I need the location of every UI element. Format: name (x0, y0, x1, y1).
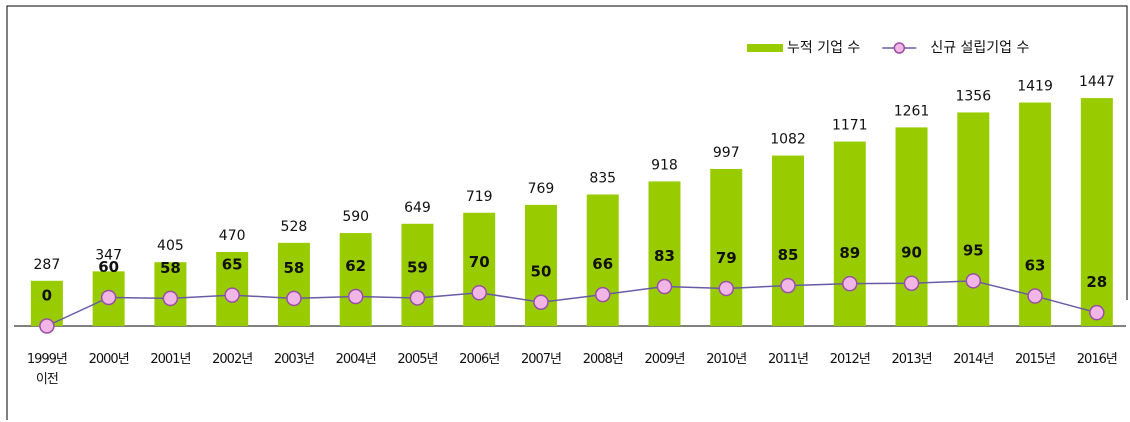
bar-value-label: 1356 (955, 88, 991, 104)
bar-value-label: 997 (713, 145, 740, 161)
line-value-label: 95 (963, 241, 984, 259)
bar (833, 141, 866, 326)
frame (6, 5, 1128, 420)
line-marker (39, 318, 55, 334)
line-marker (842, 275, 858, 292)
line-marker (780, 277, 796, 294)
x-tick-label: 2016년 (1076, 352, 1118, 367)
line-marker (1027, 288, 1043, 304)
bar (957, 112, 990, 327)
line-marker (718, 280, 735, 297)
line-value-label: 83 (654, 247, 675, 265)
line-marker (100, 289, 117, 306)
bar-value-label: 287 (34, 257, 61, 273)
bar-value-label: 769 (528, 181, 555, 197)
bar (772, 155, 805, 326)
x-tick-label: 2000년 (88, 352, 130, 367)
line-marker (471, 284, 487, 301)
line-value-label: 28 (1086, 273, 1107, 291)
x-tick-label: 2012년 (829, 352, 871, 367)
line-value-label: 89 (839, 244, 860, 262)
line-value-label: 62 (345, 257, 366, 275)
bar-value-label: 918 (651, 157, 678, 173)
bar-value-label: 1419 (1017, 79, 1053, 95)
line-value-label: 63 (1025, 257, 1046, 275)
x-tick-label: 2008년 (582, 352, 624, 367)
x-tick-label: 1999년 이전 (26, 352, 68, 387)
line-value-label: 0 (42, 287, 52, 305)
legend-marker (893, 42, 906, 54)
line-value-label: 60 (98, 258, 119, 276)
bar (339, 233, 372, 326)
x-tick-label: 2001년 (150, 352, 191, 367)
line-value-label: 66 (592, 255, 613, 273)
x-tick-label: 2010년 (706, 352, 747, 367)
bar (401, 223, 434, 326)
line-value-label: 58 (283, 259, 304, 277)
line-value-label: 79 (716, 249, 737, 267)
bar-value-label: 1082 (770, 132, 806, 148)
x-tick-label: 2004년 (335, 352, 377, 367)
x-tick-label: 2011년 (767, 352, 809, 367)
x-tick-label: 2006년 (459, 352, 500, 367)
bar-value-label: 405 (157, 238, 184, 254)
legend-swatch (747, 44, 783, 52)
bar-value-label: 719 (466, 189, 493, 205)
line-marker (409, 290, 426, 306)
x-tick-label: 2014년 (953, 352, 994, 367)
line-marker (594, 286, 611, 303)
line-marker (533, 294, 549, 310)
line-marker (224, 287, 240, 303)
line (46, 280, 1098, 327)
bar (463, 212, 496, 326)
x-tick-label: 2015년 (1015, 352, 1056, 367)
line-marker (347, 288, 364, 305)
line-value-label: 58 (160, 259, 181, 277)
bar-value-label: 590 (342, 209, 369, 225)
line-marker (286, 290, 302, 307)
legend-label: 신규 설립기업 수 (930, 40, 1029, 56)
bar (710, 168, 743, 326)
line-value-label: 90 (901, 244, 922, 262)
bar-value-label: 470 (219, 228, 246, 244)
line-value-label: 59 (407, 258, 428, 276)
bar-value-label: 835 (589, 170, 616, 186)
bar (648, 181, 681, 326)
x-tick-label: 2009년 (644, 352, 685, 367)
line-marker (903, 275, 920, 291)
line-marker (1089, 304, 1105, 321)
x-tick-label: 2013년 (891, 352, 933, 367)
bar-value-label: 649 (404, 200, 431, 216)
bar-value-label: 1171 (832, 118, 868, 134)
bar (895, 127, 928, 326)
bar-value-label: 1447 (1079, 74, 1115, 90)
bar (586, 194, 619, 326)
bar-value-label: 1261 (894, 103, 930, 119)
bar-value-label: 528 (281, 219, 308, 235)
x-tick-label: 2005년 (397, 352, 438, 367)
legend-label: 누적 기업 수 (787, 40, 860, 56)
bar (1080, 98, 1113, 326)
x-tick-label: 2002년 (212, 352, 253, 367)
bar (277, 242, 310, 326)
x-tick-label: 2003년 (273, 352, 315, 367)
line-value-label: 85 (778, 246, 799, 264)
line-marker (162, 290, 179, 307)
bar-value-label: 347 (95, 247, 122, 263)
line-value-label: 50 (531, 263, 552, 281)
line-value-label: 65 (222, 256, 243, 274)
line-value-label: 70 (469, 253, 490, 271)
line-marker (656, 278, 673, 295)
x-tick-label: 2007년 (520, 352, 562, 367)
line-marker (965, 273, 982, 289)
